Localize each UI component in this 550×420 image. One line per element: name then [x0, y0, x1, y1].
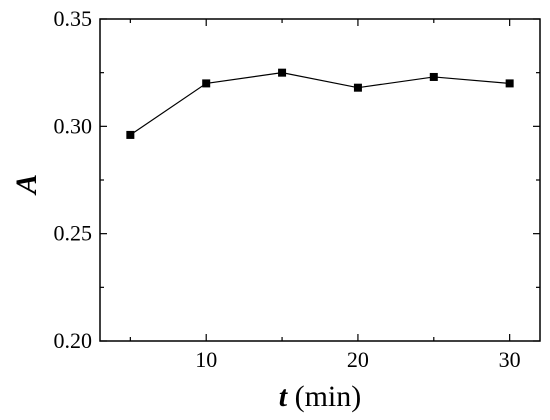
x-tick-label: 10	[195, 347, 217, 372]
y-tick-label: 0.25	[54, 221, 93, 246]
series-line	[130, 72, 510, 136]
ticks	[100, 18, 540, 342]
y-axis-label: A	[10, 174, 43, 196]
x-axis-label-unit: (min)	[287, 380, 361, 413]
x-tick-label: 30	[499, 347, 521, 372]
series	[126, 68, 514, 139]
tick-labels: 10 20 30 0.20 0.25 0.30 0.35	[54, 6, 521, 372]
data-point	[126, 130, 135, 139]
x-axis-label-variable: t	[279, 380, 289, 413]
y-tick-label: 0.35	[54, 6, 93, 31]
plot-frame	[99, 18, 541, 342]
data-point	[202, 79, 211, 88]
y-tick-label: 0.20	[54, 328, 93, 353]
y-tick-label: 0.30	[54, 113, 93, 138]
data-point	[505, 79, 514, 88]
data-point	[353, 83, 362, 92]
data-point	[429, 72, 438, 81]
x-axis-label: t (min)	[279, 380, 362, 413]
x-tick-label: 20	[347, 347, 369, 372]
data-point	[278, 68, 287, 77]
